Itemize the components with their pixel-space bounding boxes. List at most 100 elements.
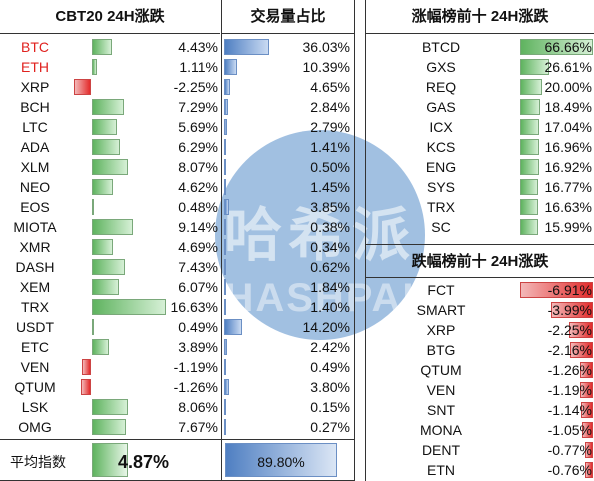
volume-bar — [224, 139, 226, 155]
divider-line — [365, 0, 366, 481]
table-row: XMR 4.69% 0.34% — [0, 237, 354, 257]
change-value: -1.19% — [547, 382, 592, 398]
change-value: 4.43% — [178, 39, 218, 55]
coin-name: ETN — [427, 462, 455, 478]
table-row: BCH 7.29% 2.84% — [0, 97, 354, 117]
coin-name: LSK — [21, 399, 49, 415]
coin-name: XRP — [20, 79, 50, 95]
change-bar — [580, 382, 593, 398]
change-bar — [92, 179, 113, 195]
coin-name: SYS — [426, 179, 455, 195]
list-item: QTUM -1.26% — [366, 360, 594, 380]
change-bar — [73, 79, 91, 95]
volume-value: 0.50% — [310, 159, 350, 175]
coin-name: FCT — [427, 282, 455, 298]
volume-bar — [224, 299, 226, 315]
change-bar — [520, 119, 539, 135]
coin-name: TRX — [21, 299, 49, 315]
change-bar — [520, 282, 593, 298]
volume-value: 1.45% — [310, 179, 350, 195]
change-value: 6.07% — [178, 279, 218, 295]
change-value: 20.00% — [544, 79, 592, 95]
volume-bar — [224, 339, 228, 355]
average-change-value: 4.87% — [118, 452, 170, 472]
table-row: XRP -2.25% 4.65% — [0, 77, 354, 97]
table-row: TRX 16.63% 1.40% — [0, 297, 354, 317]
coin-name: BTCD — [421, 39, 461, 55]
change-value: 8.06% — [178, 399, 218, 415]
change-value: 4.62% — [178, 179, 218, 195]
change-bar — [92, 399, 128, 415]
coin-name: MONA — [420, 422, 462, 438]
volume-value: 2.84% — [310, 99, 350, 115]
coin-name: QTUM — [420, 362, 462, 378]
change-value: 9.14% — [178, 219, 218, 235]
list-item: SC 15.99% — [366, 217, 594, 237]
volume-bar — [224, 239, 226, 255]
volume-bar — [224, 39, 269, 55]
volume-value: 36.03% — [302, 39, 350, 55]
volume-bar — [224, 79, 230, 95]
change-value: -1.26% — [173, 379, 218, 395]
change-value: 3.89% — [178, 339, 218, 355]
change-bar — [520, 59, 550, 75]
table-row: USDT 0.49% 14.20% — [0, 317, 354, 337]
table-row: BTC 4.43% 36.03% — [0, 37, 354, 57]
coin-name: SMART — [416, 302, 466, 318]
volume-bar — [224, 319, 242, 335]
change-value: 0.49% — [178, 319, 218, 335]
table-row: QTUM -1.26% 3.80% — [0, 377, 354, 397]
volume-value: 4.65% — [310, 79, 350, 95]
change-bar — [81, 379, 91, 395]
volume-value: 1.40% — [310, 299, 350, 315]
change-bar — [581, 422, 593, 438]
change-bar — [580, 402, 593, 418]
change-bar — [81, 359, 91, 375]
change-bar — [92, 119, 118, 135]
change-value: -1.26% — [547, 362, 592, 378]
change-bar — [569, 322, 593, 338]
table-row: ETH 1.11% 10.39% — [0, 57, 354, 77]
change-bar — [92, 39, 112, 55]
volume-bar — [224, 219, 226, 235]
coin-name: LTC — [22, 119, 48, 135]
coin-name: XMR — [19, 239, 51, 255]
volume-bar — [224, 179, 226, 195]
change-value: -2.25% — [173, 79, 218, 95]
volume-value: 14.20% — [302, 319, 350, 335]
list-item: BTG -2.16% — [366, 340, 594, 360]
change-value: -1.19% — [173, 359, 218, 375]
volume-value: 1.41% — [310, 139, 350, 155]
list-item: REQ 20.00% — [366, 77, 594, 97]
coin-name: KCS — [426, 139, 456, 155]
list-item: GAS 18.49% — [366, 97, 594, 117]
change-value: 18.49% — [544, 99, 592, 115]
table-row: EOS 0.48% 3.85% — [0, 197, 354, 217]
coin-name: GAS — [426, 99, 456, 115]
change-value: 1.11% — [179, 59, 218, 75]
change-bar — [584, 462, 593, 478]
change-bar — [92, 99, 125, 115]
list-item: XRP -2.25% — [366, 320, 594, 340]
volume-value: 2.42% — [310, 339, 350, 355]
list-item: SMART -3.99% — [366, 300, 594, 320]
coin-name: XEM — [19, 279, 51, 295]
coin-name: USDT — [15, 319, 55, 335]
volume-bar — [224, 359, 226, 375]
volume-bar — [224, 99, 228, 115]
change-bar — [92, 159, 128, 175]
coin-name: GXS — [426, 59, 456, 75]
change-value: 7.43% — [178, 259, 218, 275]
volume-value: 0.38% — [310, 219, 350, 235]
cbt20-header: CBT20 24H涨跌 — [0, 0, 220, 34]
table-row: VEN -1.19% 0.49% — [0, 357, 354, 377]
table-row: XLM 8.07% 0.50% — [0, 157, 354, 177]
average-volume-value: 89.80% — [257, 454, 305, 470]
volume-bar — [224, 199, 229, 215]
coin-name: EOS — [20, 199, 50, 215]
table-row: ADA 6.29% 1.41% — [0, 137, 354, 157]
table-row: OMG 7.67% 0.27% — [0, 417, 354, 437]
change-bar — [520, 99, 541, 115]
change-value: -2.25% — [547, 322, 592, 338]
list-item: TRX 16.63% — [366, 197, 594, 217]
